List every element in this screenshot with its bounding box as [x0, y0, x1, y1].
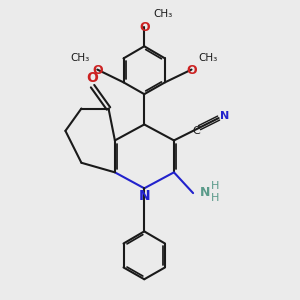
Text: O: O [92, 64, 103, 77]
Text: O: O [186, 64, 197, 77]
Text: O: O [87, 70, 98, 85]
Text: H: H [211, 181, 219, 191]
Text: H: H [211, 193, 219, 203]
Text: CH₃: CH₃ [199, 53, 218, 63]
Text: CH₃: CH₃ [153, 9, 172, 20]
Text: N: N [220, 111, 229, 121]
Text: C: C [192, 126, 200, 136]
Text: O: O [139, 21, 150, 34]
Text: CH₃: CH₃ [71, 53, 90, 63]
Text: N: N [139, 189, 151, 203]
Text: N: N [200, 186, 211, 199]
